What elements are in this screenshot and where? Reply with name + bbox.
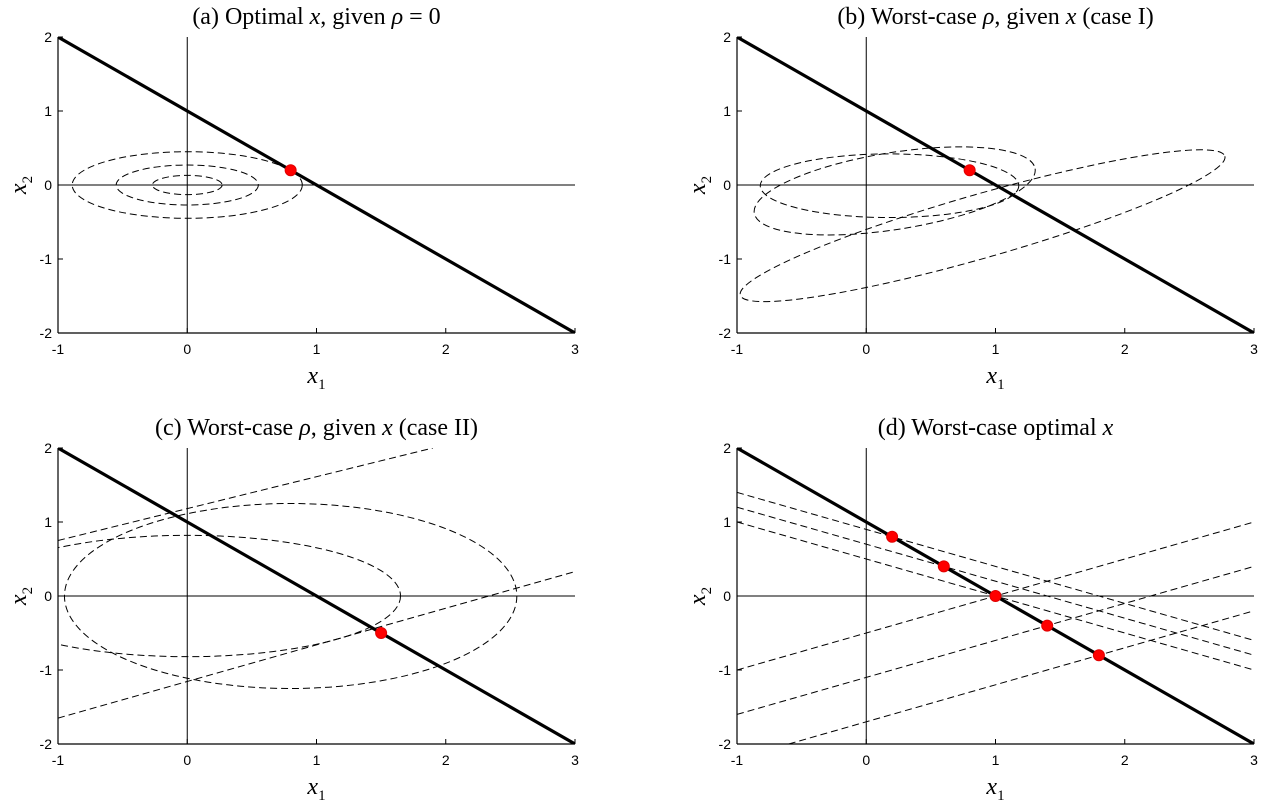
y-tick-label: 2 — [723, 29, 731, 45]
x-tick-label: 3 — [571, 752, 579, 768]
y-tick-label: 0 — [44, 177, 52, 193]
contour-ellipse — [71, 151, 303, 219]
y-tick-label: -1 — [40, 662, 53, 678]
x-tick-label: 3 — [1250, 341, 1258, 357]
y-tick-label: -2 — [40, 736, 53, 752]
solution-point — [963, 164, 976, 177]
x-tick-label: 1 — [992, 341, 1000, 357]
x-axis-label: x1 — [306, 363, 325, 393]
y-tick-label: -1 — [40, 251, 53, 267]
constraint-line — [58, 37, 575, 333]
contour-ellipse — [63, 503, 518, 689]
panel-title: (d) Worst-case optimal x — [878, 415, 1114, 441]
x-tick-label: 3 — [1250, 752, 1258, 768]
panel-title: (c) Worst-case ρ, given x (case II) — [155, 415, 478, 441]
plot-area — [737, 37, 1254, 333]
x-tick-label: 1 — [313, 752, 321, 768]
dashed-line — [737, 565, 1254, 715]
y-tick-label: 0 — [723, 588, 731, 604]
plot-area — [58, 37, 575, 333]
y-tick-label: -1 — [719, 662, 732, 678]
x-tick-label: 0 — [183, 341, 191, 357]
y-tick-label: 1 — [44, 103, 52, 119]
y-tick-label: 1 — [723, 103, 731, 119]
y-tick-label: 1 — [44, 514, 52, 530]
solution-point — [886, 530, 899, 543]
dashed-line — [58, 571, 575, 719]
contour-ellipse — [58, 534, 401, 658]
y-axis-label: x2 — [685, 587, 715, 606]
y-tick-label: -1 — [719, 251, 732, 267]
y-axis-label: x2 — [685, 176, 715, 195]
x-axis-label: x1 — [985, 774, 1004, 804]
y-tick-label: 2 — [44, 29, 52, 45]
x-tick-label: -1 — [731, 341, 744, 357]
contour-ellipse — [115, 164, 259, 206]
solution-point — [937, 560, 950, 573]
solution-point — [989, 590, 1002, 602]
solution-point — [375, 627, 388, 639]
x-tick-label: -1 — [731, 752, 744, 768]
panel-title: (a) Optimal x, given ρ = 0 — [192, 4, 440, 30]
dashed-line — [58, 448, 433, 541]
panel-title: (b) Worst-case ρ, given x (case I) — [837, 4, 1153, 30]
solution-point — [1041, 619, 1054, 632]
contour-ellipse — [151, 174, 223, 196]
constraint-line — [737, 37, 1254, 333]
y-tick-label: -2 — [719, 325, 732, 341]
x-tick-label: 1 — [992, 752, 1000, 768]
x-tick-label: 2 — [1121, 341, 1129, 357]
contour-ellipse — [739, 149, 1226, 303]
dashed-line — [788, 610, 1254, 744]
y-tick-label: 0 — [723, 177, 731, 193]
x-tick-label: 2 — [442, 752, 450, 768]
y-tick-label: -2 — [719, 736, 732, 752]
constraint-line — [58, 448, 575, 744]
x-tick-label: 0 — [862, 752, 870, 768]
x-tick-label: 1 — [313, 341, 321, 357]
y-axis-label: x2 — [6, 587, 36, 606]
contour-ellipse — [753, 146, 1036, 236]
x-tick-label: 0 — [183, 752, 191, 768]
plot-area — [58, 448, 575, 744]
solution-point — [1092, 649, 1105, 662]
contour-ellipse — [759, 153, 1020, 219]
x-tick-label: 3 — [571, 341, 579, 357]
x-tick-label: -1 — [52, 752, 65, 768]
dashed-line — [737, 491, 1254, 641]
y-tick-label: 0 — [44, 588, 52, 604]
y-tick-label: -2 — [40, 325, 53, 341]
y-tick-label: 2 — [723, 440, 731, 456]
dashed-line — [737, 506, 1254, 656]
x-axis-label: x1 — [306, 774, 325, 804]
x-tick-label: 2 — [442, 341, 450, 357]
x-tick-label: 2 — [1121, 752, 1129, 768]
y-tick-label: 2 — [44, 440, 52, 456]
y-tick-label: 1 — [723, 514, 731, 530]
x-tick-label: -1 — [52, 341, 65, 357]
y-axis-label: x2 — [6, 176, 36, 195]
x-tick-label: 0 — [862, 341, 870, 357]
solution-point — [284, 164, 297, 177]
x-axis-label: x1 — [985, 363, 1004, 393]
